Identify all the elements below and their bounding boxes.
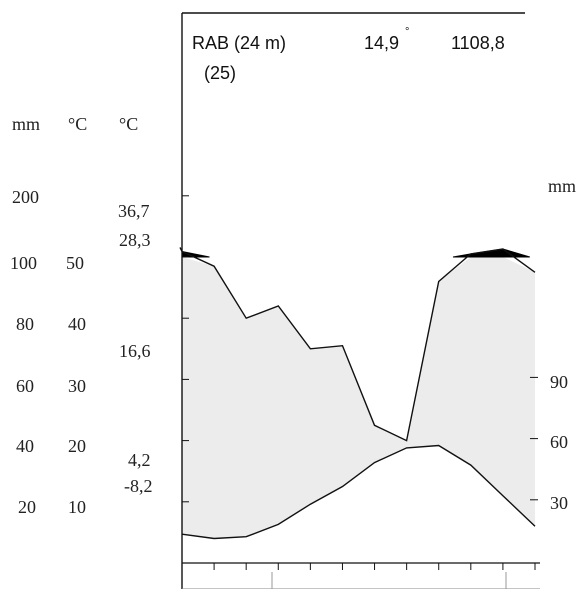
unit-mm-left: mm (12, 114, 41, 134)
precip-tick-20: 20 (18, 497, 36, 517)
precipitation-line (181, 248, 536, 442)
mean-daily-max-warmest-month: 28,3 (119, 230, 151, 250)
precip-tick-60: 60 (16, 376, 34, 396)
right-tick-60: 60 (550, 432, 568, 452)
annual-precipitation: 1108,8 (451, 33, 505, 53)
precip-tick-40: 40 (16, 436, 34, 456)
right-tick-30: 30 (550, 493, 568, 513)
perhumid-period-area (181, 250, 210, 258)
precip-tick-200: 200 (12, 187, 39, 207)
unit-celsius-2: °C (119, 114, 139, 134)
temperature-line (181, 444, 536, 540)
mean-daily-min-coldest-month: 4,2 (128, 450, 151, 470)
precip-tick-80: 80 (16, 314, 34, 334)
absolute-max-temperature: 36,7 (118, 201, 150, 221)
degree-mark: ° (405, 26, 410, 38)
humid-period-area (182, 257, 535, 539)
temp-tick-50: 50 (66, 253, 84, 273)
mean-annual-temperature: 14,9 (364, 33, 400, 53)
fill-layer (181, 248, 535, 539)
precip-tick-100: 100 (10, 253, 37, 273)
unit-mm-right: mm (548, 176, 577, 196)
station-name: RAB (24 m) (192, 33, 287, 53)
temp-tick-20: 20 (68, 436, 86, 456)
annual-temperature-range: 16,6 (119, 341, 151, 361)
right-tick-90: 90 (550, 372, 568, 392)
unit-celsius-1: °C (68, 114, 88, 134)
temp-tick-10: 10 (68, 497, 86, 517)
temp-tick-40: 40 (68, 314, 86, 334)
absolute-min-temperature: -8,2 (124, 476, 153, 496)
observation-years: (25) (204, 63, 237, 83)
temp-tick-30: 30 (68, 376, 86, 396)
